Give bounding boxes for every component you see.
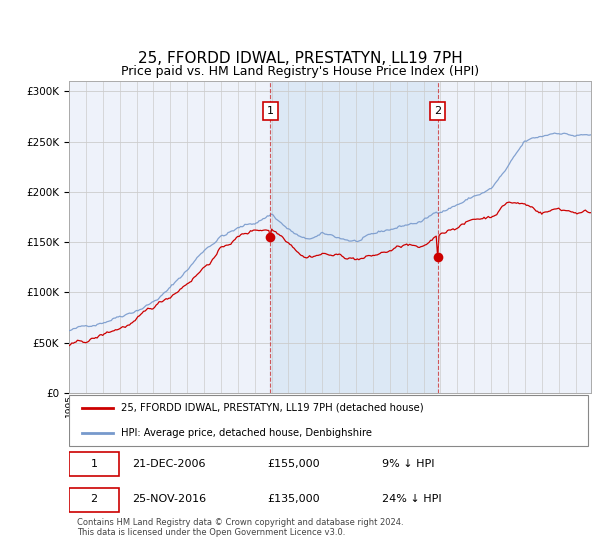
Text: 1: 1 bbox=[267, 106, 274, 116]
Text: Contains HM Land Registry data © Crown copyright and database right 2024.
This d: Contains HM Land Registry data © Crown c… bbox=[77, 518, 403, 538]
Text: £155,000: £155,000 bbox=[268, 459, 320, 469]
Text: 25-NOV-2016: 25-NOV-2016 bbox=[131, 494, 206, 504]
FancyBboxPatch shape bbox=[69, 488, 119, 511]
Bar bbox=[270, 81, 437, 393]
Text: 24% ↓ HPI: 24% ↓ HPI bbox=[382, 494, 442, 504]
Text: 25, FFORDD IDWAL, PRESTATYN, LL19 7PH (detached house): 25, FFORDD IDWAL, PRESTATYN, LL19 7PH (d… bbox=[121, 403, 424, 413]
Text: 1: 1 bbox=[91, 459, 98, 469]
Text: 2: 2 bbox=[434, 106, 441, 116]
Text: 21-DEC-2006: 21-DEC-2006 bbox=[131, 459, 205, 469]
Text: 25, FFORDD IDWAL, PRESTATYN, LL19 7PH: 25, FFORDD IDWAL, PRESTATYN, LL19 7PH bbox=[137, 52, 463, 66]
Text: 2: 2 bbox=[91, 494, 98, 504]
FancyBboxPatch shape bbox=[69, 395, 589, 446]
FancyBboxPatch shape bbox=[69, 452, 119, 476]
Text: Price paid vs. HM Land Registry's House Price Index (HPI): Price paid vs. HM Land Registry's House … bbox=[121, 65, 479, 78]
Text: £135,000: £135,000 bbox=[268, 494, 320, 504]
Text: 9% ↓ HPI: 9% ↓ HPI bbox=[382, 459, 434, 469]
Text: HPI: Average price, detached house, Denbighshire: HPI: Average price, detached house, Denb… bbox=[121, 428, 372, 438]
